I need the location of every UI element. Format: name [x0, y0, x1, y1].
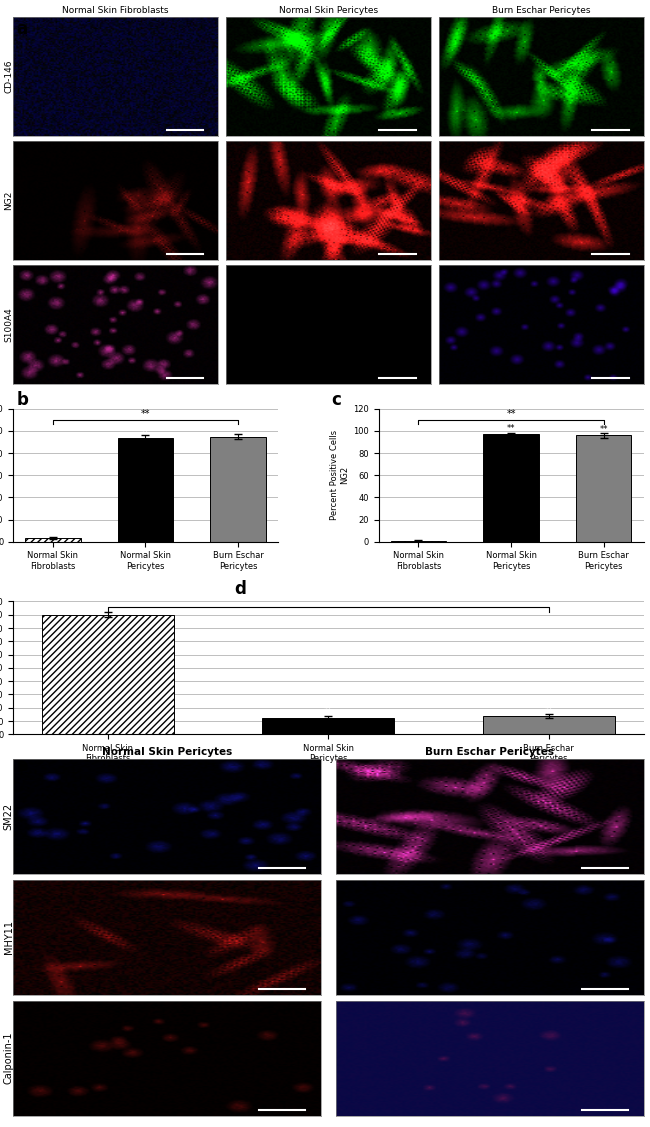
- Text: **: **: [599, 425, 608, 434]
- Text: a: a: [16, 20, 27, 38]
- Text: **: **: [140, 409, 150, 419]
- Text: **: **: [545, 706, 553, 715]
- Title: Normal Skin Pericytes: Normal Skin Pericytes: [101, 746, 232, 756]
- Y-axis label: MHY11: MHY11: [4, 921, 14, 955]
- Text: e: e: [16, 757, 27, 775]
- Y-axis label: Percent Positive Cells
NG2: Percent Positive Cells NG2: [330, 431, 349, 521]
- Bar: [25, 539, 81, 542]
- Title: Normal Skin Pericytes: Normal Skin Pericytes: [279, 6, 378, 15]
- Y-axis label: SM22: SM22: [4, 802, 14, 829]
- Text: **: **: [506, 409, 516, 419]
- Text: **: **: [141, 427, 150, 436]
- Text: **: **: [234, 426, 242, 435]
- Y-axis label: CD-146: CD-146: [5, 60, 14, 94]
- Title: Burn Eschar Pericytes: Burn Eschar Pericytes: [425, 746, 554, 756]
- Y-axis label: Calponin-1: Calponin-1: [4, 1032, 14, 1084]
- Y-axis label: S100A4: S100A4: [5, 308, 14, 343]
- Bar: [118, 437, 174, 542]
- Text: **: **: [324, 708, 333, 717]
- Title: Normal Skin Fibroblasts: Normal Skin Fibroblasts: [62, 6, 168, 15]
- Bar: [483, 434, 539, 542]
- Bar: [211, 436, 266, 542]
- Text: d: d: [234, 580, 246, 598]
- Bar: [482, 716, 615, 735]
- Bar: [576, 435, 631, 542]
- Title: Burn Eschar Pericytes: Burn Eschar Pericytes: [492, 6, 590, 15]
- Bar: [262, 718, 395, 735]
- Text: **: **: [507, 424, 515, 433]
- Text: b: b: [16, 391, 28, 409]
- Bar: [42, 614, 174, 735]
- Y-axis label: NG2: NG2: [5, 190, 14, 211]
- Text: c: c: [332, 391, 341, 409]
